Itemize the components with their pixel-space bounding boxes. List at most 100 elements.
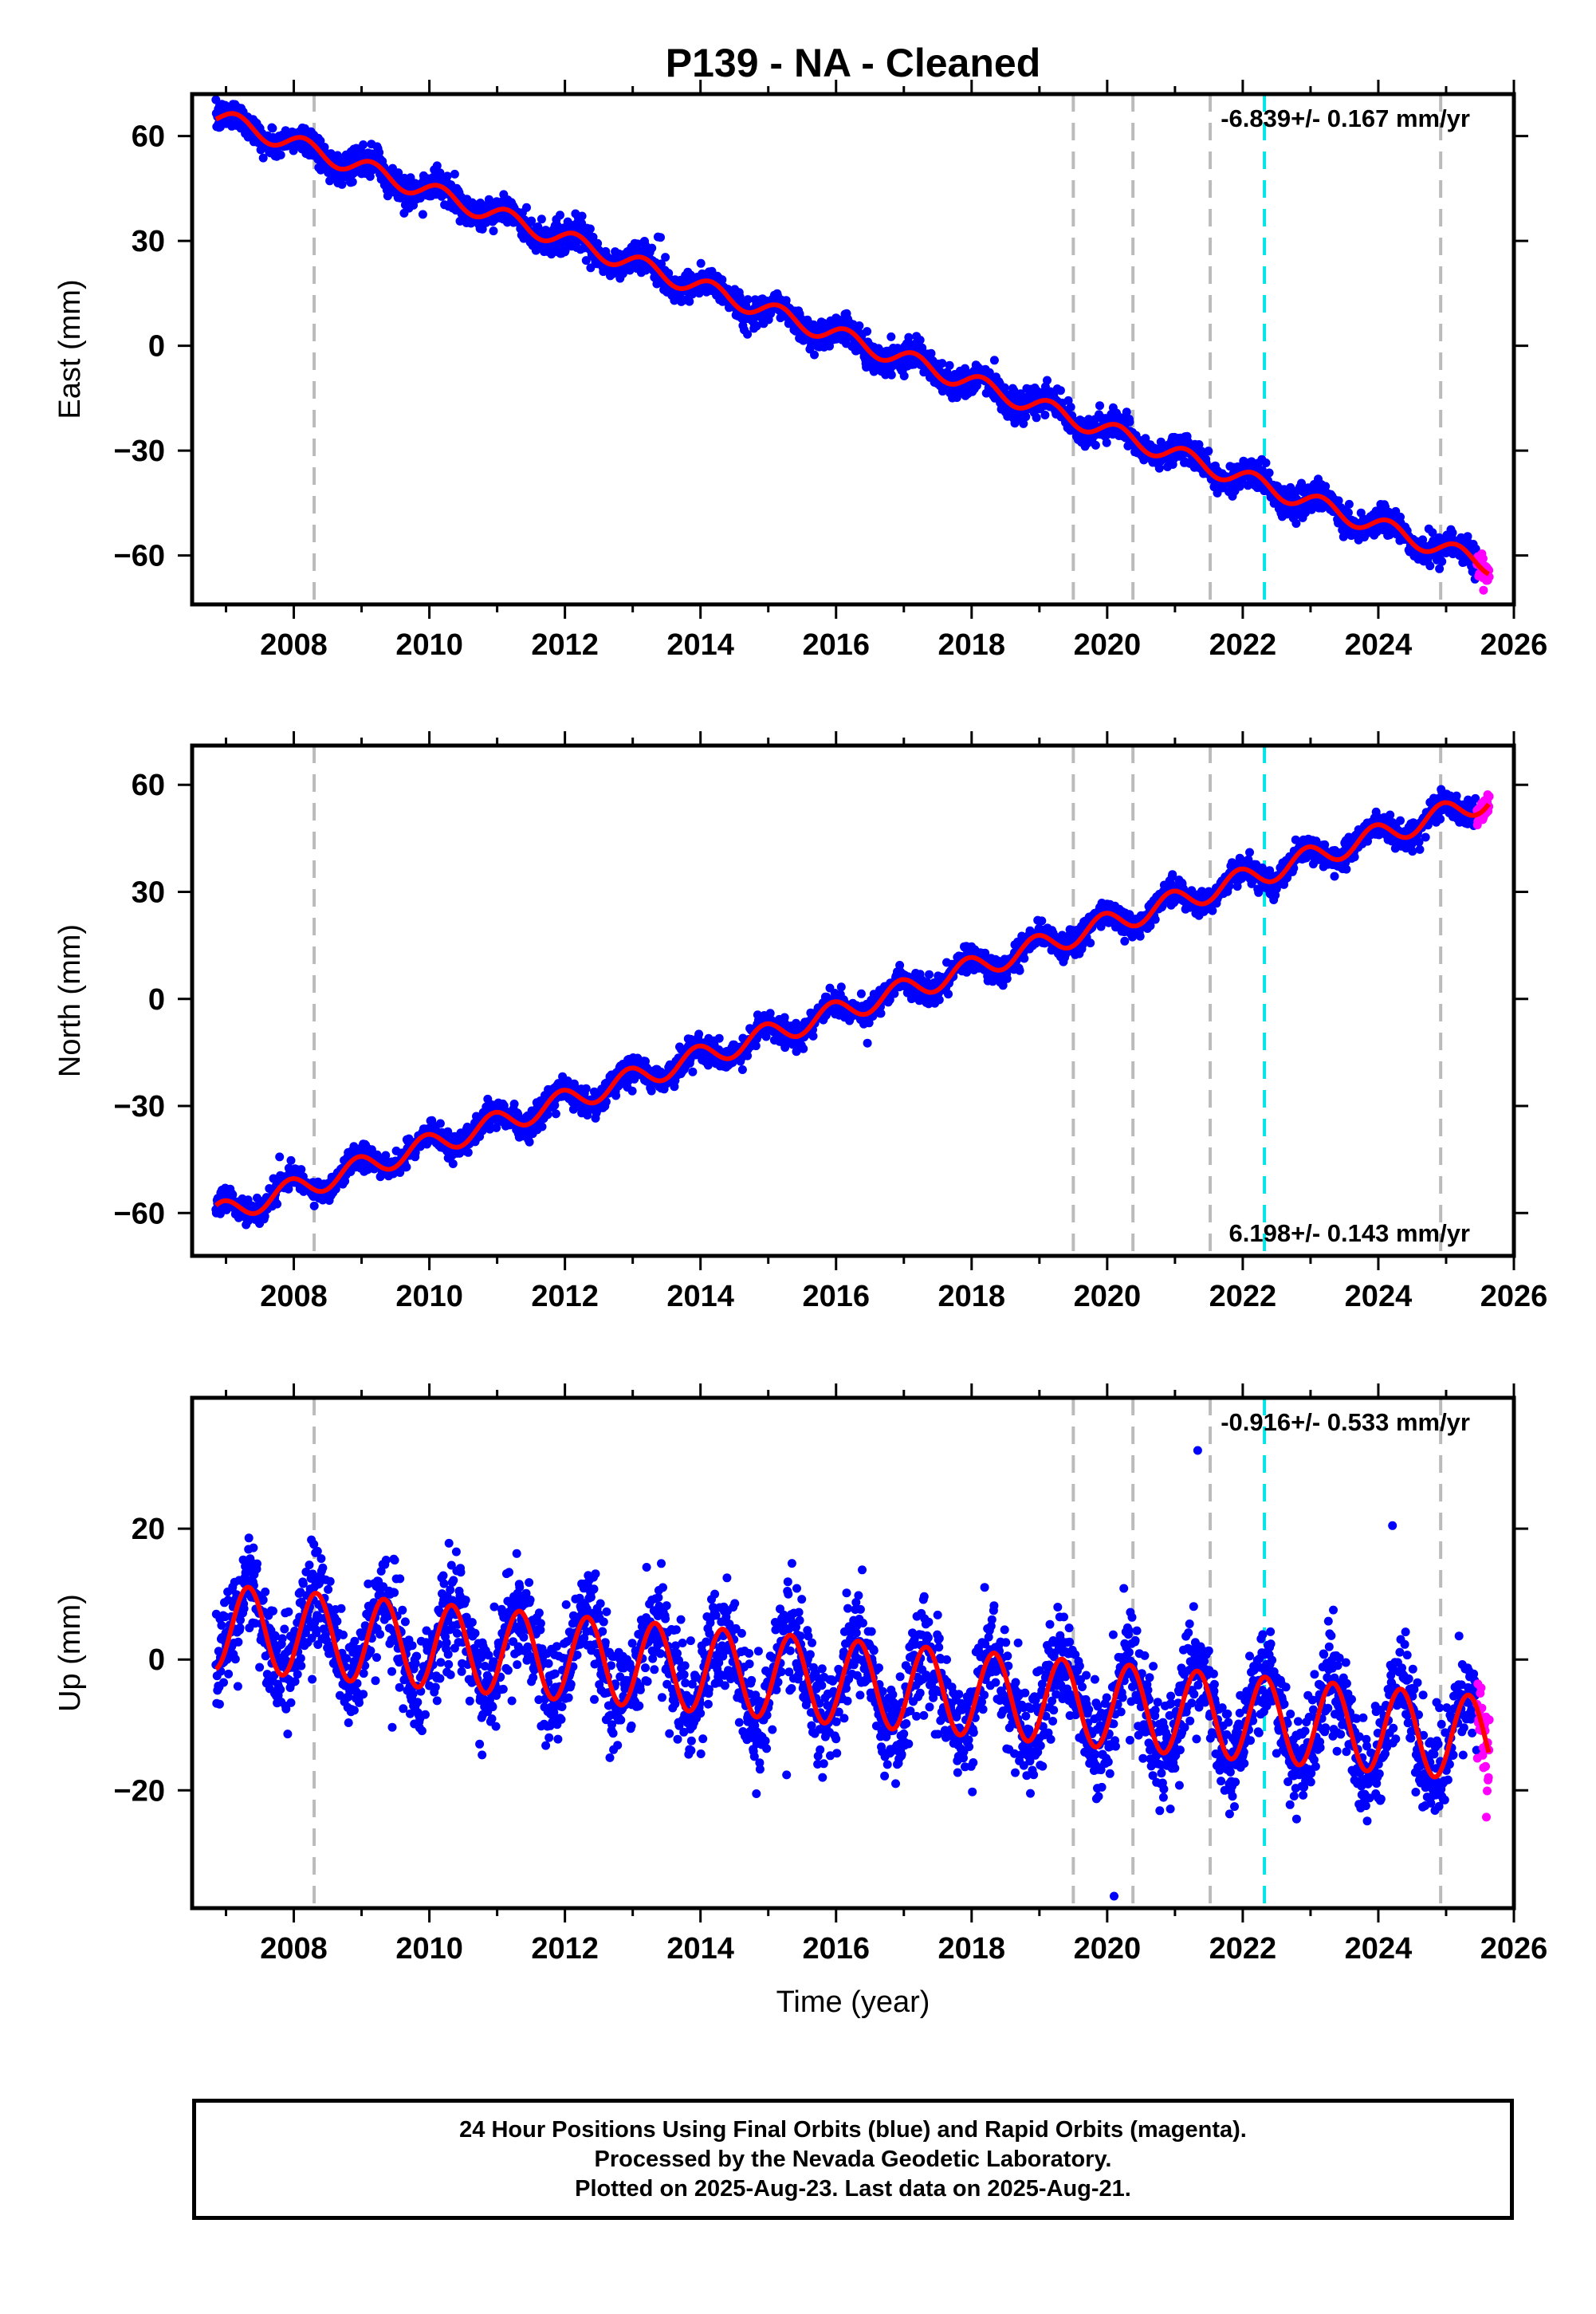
final-orbit-point [1297, 478, 1306, 488]
final-orbit-point [275, 1152, 285, 1162]
final-orbit-point [904, 333, 914, 342]
final-orbit-point [359, 140, 368, 149]
final-orbit-point [1471, 544, 1480, 553]
final-orbit-point [375, 148, 384, 157]
final-orbit-point [925, 970, 934, 979]
final-orbit-point [435, 168, 445, 178]
final-orbit-point [527, 216, 537, 226]
final-orbit-point [836, 982, 846, 992]
final-orbit-point [1040, 411, 1050, 419]
final-orbit-point [1032, 413, 1041, 423]
final-orbit-point [1204, 447, 1213, 456]
final-orbit-point [934, 995, 944, 1005]
final-orbit-point [577, 211, 587, 221]
final-orbit-point [450, 169, 459, 179]
final-orbit-point [1154, 463, 1164, 473]
final-orbit-point [989, 356, 999, 365]
final-orbit-point [926, 348, 936, 358]
final-orbit-point [442, 171, 452, 181]
final-orbit-point [1321, 482, 1331, 491]
y-axis-label: East (mm) [53, 279, 87, 419]
final-orbit-point [1437, 557, 1447, 566]
final-orbit-point [1091, 440, 1100, 450]
final-orbit-point [856, 989, 866, 998]
final-orbit-point [647, 243, 657, 253]
final-orbit-point [448, 1159, 458, 1168]
final-orbit-point [394, 168, 403, 178]
final-orbit-point [656, 233, 665, 242]
y-tick-label: −30 [114, 435, 165, 468]
final-orbit-point [1066, 403, 1075, 411]
velocity-label: -6.839+/- 0.167 mm/yr [1221, 104, 1470, 132]
final-orbit-point [717, 275, 727, 285]
final-orbit-point [1102, 438, 1111, 447]
final-orbit-point [525, 1137, 534, 1147]
final-orbit-point [415, 194, 425, 203]
final-orbit-point [588, 232, 598, 242]
x-tick-label: 2008 [260, 628, 328, 662]
final-orbit-point [258, 153, 268, 163]
final-orbit-point [537, 214, 546, 224]
final-orbit-point [551, 1109, 560, 1119]
final-orbit-point [1435, 564, 1445, 573]
final-orbit-point [509, 1100, 519, 1108]
final-orbit-point [435, 1119, 445, 1128]
final-orbit-point [1055, 386, 1065, 396]
final-orbit-point [685, 297, 694, 306]
final-orbit-point [260, 1211, 269, 1221]
final-orbit-point [1261, 458, 1271, 467]
model-fit-line [214, 111, 1490, 577]
final-orbit-point [348, 177, 357, 187]
final-orbit-point [402, 1163, 411, 1172]
final-orbit-point [938, 359, 947, 368]
final-orbit-point [418, 210, 427, 219]
final-orbit-point [581, 1084, 591, 1093]
final-orbit-point [661, 253, 670, 262]
final-orbit-point [1194, 440, 1204, 449]
final-orbit-point [876, 1009, 886, 1018]
final-orbit-point [618, 269, 627, 278]
y-tick-label: −60 [114, 540, 165, 573]
final-orbit-point [537, 1122, 547, 1131]
final-orbit-point [485, 198, 494, 207]
final-orbit-point [286, 1155, 296, 1165]
final-orbit-point [586, 263, 596, 273]
final-orbit-point [799, 1044, 808, 1053]
final-orbit-point [945, 360, 954, 370]
final-orbit-point [696, 258, 706, 268]
final-orbit-point [253, 1193, 261, 1202]
panel-north: 2008 2010 2012 2014 2016 2018 2020 2022 2024 2026… [53, 731, 1547, 1313]
panel-east: 2008 2010 2012 2014 2016 2018 2020 2022 2024 2026… [53, 80, 1547, 662]
final-orbit-point [489, 226, 498, 236]
final-orbit-point [522, 203, 531, 212]
final-orbit-point [752, 321, 761, 331]
y-tick-label: 60 [132, 120, 165, 154]
final-orbit-point [743, 329, 753, 339]
final-orbit-point [810, 350, 819, 360]
final-orbit-point [556, 211, 564, 220]
final-orbit-point [1448, 528, 1457, 537]
x-tick-label: 2024 [1345, 628, 1413, 662]
final-orbit-point [915, 336, 925, 344]
y-tick-label: 0 [148, 330, 165, 364]
final-orbit-point [1334, 496, 1343, 506]
final-orbit-point [627, 1086, 637, 1096]
final-orbit-point [809, 320, 818, 329]
final-orbit-point [1095, 401, 1104, 411]
final-orbit-point [886, 332, 896, 341]
final-orbit-point [743, 295, 753, 305]
final-orbit-point [1343, 508, 1353, 518]
final-orbit-point [365, 171, 375, 181]
panel-frame [190, 92, 1516, 607]
rapid-orbit-point [1478, 554, 1488, 563]
final-orbit-point [297, 1165, 306, 1175]
final-orbit-point [543, 1110, 552, 1120]
final-orbit-point [581, 256, 591, 266]
final-orbit-point [1425, 561, 1435, 571]
final-orbit-point [1125, 417, 1134, 427]
final-orbit-point [688, 1067, 698, 1076]
x-tick-label: 2022 [1209, 628, 1277, 662]
final-orbit-point [765, 1009, 775, 1018]
final-orbit-point [560, 246, 570, 255]
